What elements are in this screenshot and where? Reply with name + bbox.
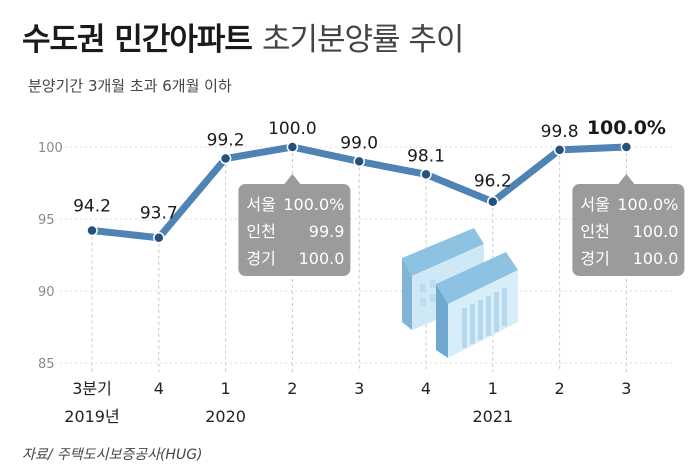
x-tick-label: 2 (287, 379, 297, 398)
value-label: 100.0 (268, 119, 317, 139)
chart-title: 수도권 민간아파트 초기분양률 추이 (22, 14, 464, 59)
value-label: 99.2 (207, 131, 245, 151)
data-point (420, 168, 432, 181)
y-tick-label: 100 (38, 141, 63, 156)
value-label: 100.0% (587, 117, 666, 139)
callout-region-value: 99.9 (309, 222, 345, 241)
x-tick-label: 1 (221, 379, 231, 398)
x-year-label: 2020 (205, 407, 246, 426)
x-tick-label: 4 (154, 379, 164, 398)
value-label: 93.7 (140, 204, 178, 224)
value-label: 98.1 (407, 146, 445, 166)
callout-region-name: 인천 (246, 222, 275, 241)
x-tick-label: 3 (354, 379, 364, 398)
callout-box (238, 184, 351, 276)
data-point (620, 141, 633, 153)
y-tick-label: 90 (38, 285, 55, 300)
x-tick-label: 1 (488, 379, 498, 398)
label-layer: 94.2 93.7 99.2 100.0 99.0 98.1 96.2 99.8 100.0% 3… (64, 117, 666, 426)
callout-pointer (618, 174, 635, 184)
callout-region-name: 인천 (580, 222, 609, 241)
title-light: 초기분양률 추이 (261, 22, 464, 58)
building-illustration (402, 228, 518, 358)
callout-region-name: 경기 (580, 249, 609, 268)
callout-region-name: 서울 (580, 195, 609, 214)
callout-region-name: 경기 (246, 249, 275, 268)
data-point (553, 144, 566, 156)
data-point (153, 231, 165, 244)
callout-region-value: 100.0% (283, 195, 344, 214)
callout-pointer (284, 174, 301, 184)
y-tick-label: 95 (38, 213, 55, 228)
data-point (353, 155, 365, 168)
x-tick-label: 4 (421, 379, 431, 398)
callout-region-value: 100.0 (633, 249, 679, 268)
line-layer (86, 141, 633, 244)
data-point (219, 152, 232, 165)
data-point (286, 141, 299, 153)
x-tick-label: 3 (621, 379, 631, 398)
callout-region-value: 100.0 (633, 222, 679, 241)
title-bold: 수도권 민간아파트 (22, 22, 253, 58)
building-front-icon (436, 252, 518, 358)
data-point (487, 195, 499, 208)
value-label: 96.2 (474, 172, 512, 192)
callout-layer: 서울 100.0% 인천 99.9 경기 100.0 서울 100.0% 인천 100.0 경기 10… (238, 174, 685, 276)
data-point (86, 224, 98, 237)
chart-subtitle: 분양기간 3개월 초과 6개월 이하 (28, 77, 232, 95)
y-tick-label: 85 (38, 357, 55, 372)
callout-region-name: 서울 (246, 195, 275, 214)
value-label: 99.0 (340, 133, 378, 153)
x-year-label: 2021 (472, 407, 513, 426)
x-tick-label: 3분기 (72, 379, 112, 398)
x-tick-label: 2 (555, 379, 565, 398)
value-label: 94.2 (73, 197, 111, 217)
callout-region-value: 100.0 (299, 249, 345, 268)
callout-box (572, 184, 685, 276)
x-year-label: 2019년 (64, 407, 119, 426)
callout-region-value: 100.0% (617, 195, 678, 214)
value-label: 99.8 (541, 122, 579, 142)
source-note: 자료/ 주택도시보증공사(HUG) (22, 447, 203, 463)
